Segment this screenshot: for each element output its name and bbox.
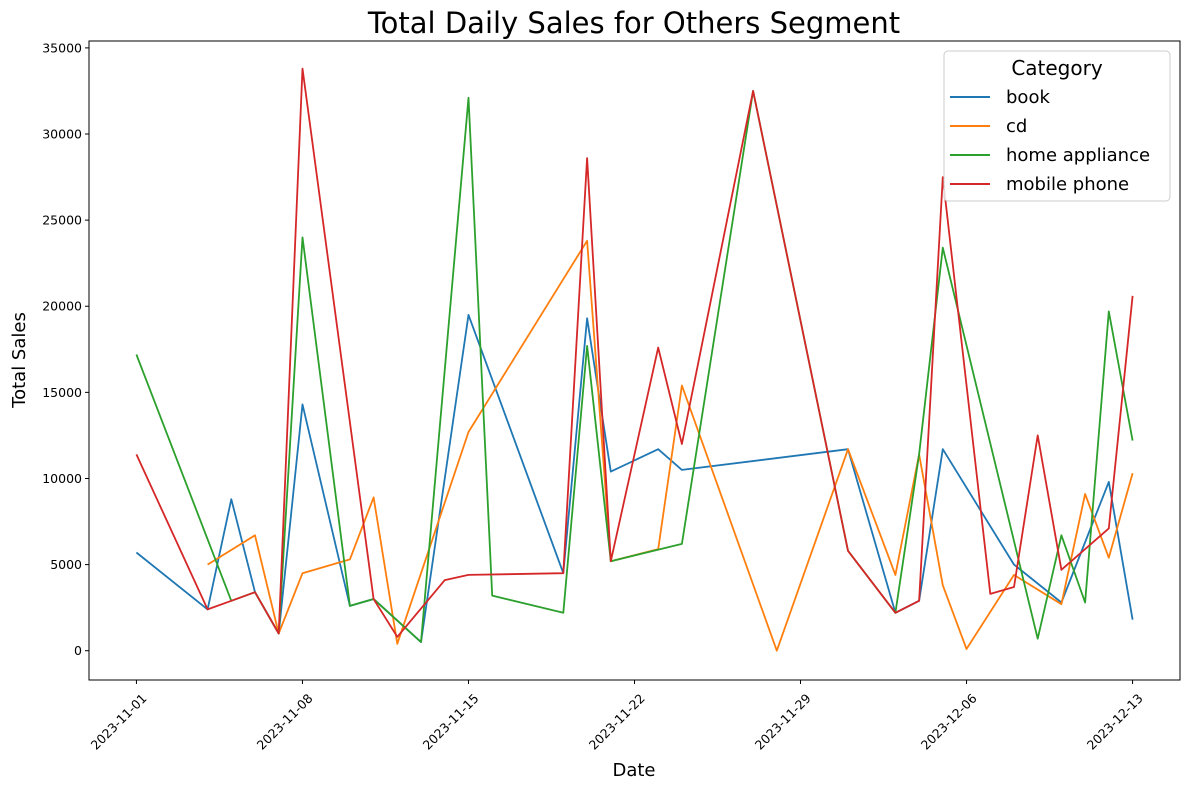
chart-title: Total Daily Sales for Others Segment bbox=[367, 6, 900, 40]
series-line-home-appliance bbox=[135, 90, 1134, 643]
series-line-cd bbox=[207, 239, 1134, 652]
legend: Category book cd home appliance mobile phone bbox=[943, 50, 1171, 202]
y-tick-label: 20000 bbox=[42, 299, 82, 314]
y-tick-label: 0 bbox=[74, 643, 82, 658]
x-tick-label: 2023-12-13 bbox=[1084, 691, 1146, 753]
x-axis-label: Date bbox=[612, 760, 655, 781]
y-tick-label: 35000 bbox=[42, 40, 82, 55]
legend-entry: book bbox=[1006, 87, 1050, 108]
x-tick-label: 2023-11-29 bbox=[752, 691, 814, 753]
y-tick-label: 30000 bbox=[42, 127, 82, 142]
x-tick-label: 2023-11-15 bbox=[420, 691, 482, 753]
x-tick-label: 2023-11-01 bbox=[88, 691, 150, 753]
y-axis-label: Total Sales bbox=[9, 312, 30, 409]
legend-box bbox=[943, 50, 1171, 202]
y-tick-label: 25000 bbox=[42, 213, 82, 228]
x-tick-label: 2023-12-06 bbox=[918, 691, 980, 753]
y-tick-label: 5000 bbox=[50, 557, 82, 572]
x-tick-label: 2023-11-22 bbox=[586, 691, 648, 753]
series-line-mobile-phone bbox=[135, 67, 1134, 638]
y-tick-label: 15000 bbox=[42, 385, 82, 400]
legend-entry: mobile phone bbox=[1006, 174, 1129, 195]
x-tick-label: 2023-11-08 bbox=[254, 691, 316, 753]
legend-entry: home appliance bbox=[1006, 145, 1150, 166]
legend-entry: cd bbox=[1006, 116, 1027, 137]
legend-title: Category bbox=[1011, 56, 1103, 80]
y-tick-label: 10000 bbox=[42, 471, 82, 486]
